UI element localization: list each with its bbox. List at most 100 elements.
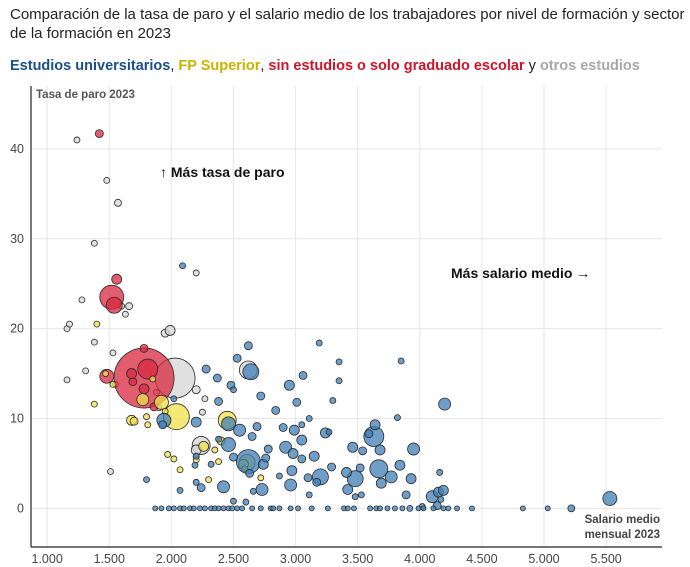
data-point-otros[interactable] (63, 376, 71, 384)
data-point-uni[interactable] (249, 505, 255, 512)
data-point-uni[interactable] (342, 484, 354, 495)
data-point-otros[interactable] (66, 320, 73, 328)
data-point-uni[interactable] (315, 339, 323, 347)
data-point-sin[interactable] (128, 377, 138, 387)
data-point-uni[interactable] (158, 420, 168, 430)
data-point-uni[interactable] (438, 397, 452, 411)
data-point-uni[interactable] (165, 505, 172, 512)
data-point-uni[interactable] (221, 437, 236, 452)
data-point-uni[interactable] (158, 505, 165, 512)
data-point-uni[interactable] (170, 395, 178, 403)
data-point-uni[interactable] (329, 397, 337, 404)
data-point-uni[interactable] (335, 358, 343, 366)
data-point-uni[interactable] (192, 478, 200, 486)
data-point-uni[interactable] (296, 434, 308, 446)
data-point-uni[interactable] (375, 477, 387, 489)
data-point-uni[interactable] (255, 483, 269, 496)
data-point-uni[interactable] (358, 491, 365, 499)
data-point-uni[interactable] (190, 505, 197, 512)
data-point-uni[interactable] (261, 453, 271, 463)
data-point-fp[interactable] (198, 440, 210, 452)
data-point-uni[interactable] (325, 428, 333, 436)
data-point-sin[interactable] (139, 344, 149, 353)
data-point-uni[interactable] (217, 480, 230, 494)
data-point-uni[interactable] (308, 450, 320, 462)
data-point-uni[interactable] (295, 505, 301, 512)
data-point-uni[interactable] (180, 505, 187, 512)
data-point-otros[interactable] (103, 176, 111, 184)
data-point-fp[interactable] (144, 421, 152, 429)
data-point-uni[interactable] (207, 460, 215, 468)
data-point-uni[interactable] (271, 406, 281, 415)
data-point-uni[interactable] (288, 424, 300, 436)
data-point-uni[interactable] (252, 422, 262, 431)
data-point-uni[interactable] (201, 364, 211, 374)
data-point-fp[interactable] (257, 474, 265, 482)
data-point-uni[interactable] (377, 505, 383, 512)
data-point-sin[interactable] (126, 368, 138, 379)
data-point-uni[interactable] (233, 423, 247, 437)
data-point-uni[interactable] (369, 419, 381, 431)
data-point-uni[interactable] (405, 473, 417, 485)
data-point-fp[interactable] (129, 416, 139, 426)
data-point-uni[interactable] (176, 486, 184, 494)
data-point-uni[interactable] (276, 472, 283, 480)
data-point-fp[interactable] (109, 380, 117, 388)
data-point-fp[interactable] (93, 320, 101, 328)
data-point-uni[interactable] (367, 505, 374, 512)
data-point-uni[interactable] (243, 341, 253, 351)
data-point-uni[interactable] (220, 505, 227, 512)
data-point-otros[interactable] (122, 310, 129, 318)
data-point-uni[interactable] (440, 505, 447, 512)
data-point-uni[interactable] (247, 432, 257, 441)
data-point-uni[interactable] (276, 505, 283, 512)
data-point-uni[interactable] (364, 429, 374, 439)
data-point-sin[interactable] (111, 273, 123, 285)
data-point-otros[interactable] (191, 385, 201, 395)
data-point-uni[interactable] (369, 459, 389, 479)
data-point-uni[interactable] (469, 505, 475, 512)
data-point-uni[interactable] (544, 505, 551, 512)
data-point-uni[interactable] (415, 505, 422, 512)
data-point-uni[interactable] (215, 505, 222, 512)
data-point-uni[interactable] (232, 353, 242, 363)
data-point-uni[interactable] (407, 442, 420, 456)
data-point-uni[interactable] (420, 505, 427, 512)
data-point-uni[interactable] (335, 377, 343, 385)
data-point-otros[interactable] (82, 367, 90, 375)
data-point-uni[interactable] (245, 468, 255, 478)
data-point-uni[interactable] (394, 414, 401, 421)
data-point-uni[interactable] (230, 497, 237, 505)
data-point-uni[interactable] (406, 504, 414, 512)
data-point-uni[interactable] (287, 448, 299, 459)
data-point-uni[interactable] (192, 452, 200, 460)
data-point-uni[interactable] (242, 498, 250, 506)
data-point-uni[interactable] (201, 505, 208, 512)
data-point-uni[interactable] (229, 505, 236, 512)
data-point-fp[interactable] (215, 458, 222, 466)
data-point-uni[interactable] (212, 373, 222, 383)
data-point-fp[interactable] (164, 451, 172, 458)
data-point-uni[interactable] (430, 505, 437, 512)
data-point-uni[interactable] (287, 505, 294, 512)
data-point-uni[interactable] (303, 473, 313, 483)
data-point-uni[interactable] (351, 493, 359, 501)
data-point-uni[interactable] (170, 505, 177, 512)
data-point-uni[interactable] (278, 423, 288, 432)
data-point-uni[interactable] (298, 421, 306, 429)
data-point-uni[interactable] (399, 505, 406, 512)
data-point-fp[interactable] (143, 413, 150, 421)
data-point-uni[interactable] (249, 487, 257, 495)
data-point-uni[interactable] (351, 505, 357, 512)
data-point-uni[interactable] (519, 505, 526, 512)
data-point-otros[interactable] (90, 239, 98, 247)
data-point-uni[interactable] (324, 505, 331, 512)
data-point-uni[interactable] (197, 505, 203, 512)
data-point-sin[interactable] (105, 296, 123, 314)
data-point-otros[interactable] (90, 338, 98, 346)
data-point-uni[interactable] (312, 477, 322, 487)
data-point-uni[interactable] (196, 483, 206, 493)
data-point-otros[interactable] (107, 468, 114, 475)
data-point-uni[interactable] (191, 461, 199, 469)
data-point-uni[interactable] (384, 470, 398, 484)
